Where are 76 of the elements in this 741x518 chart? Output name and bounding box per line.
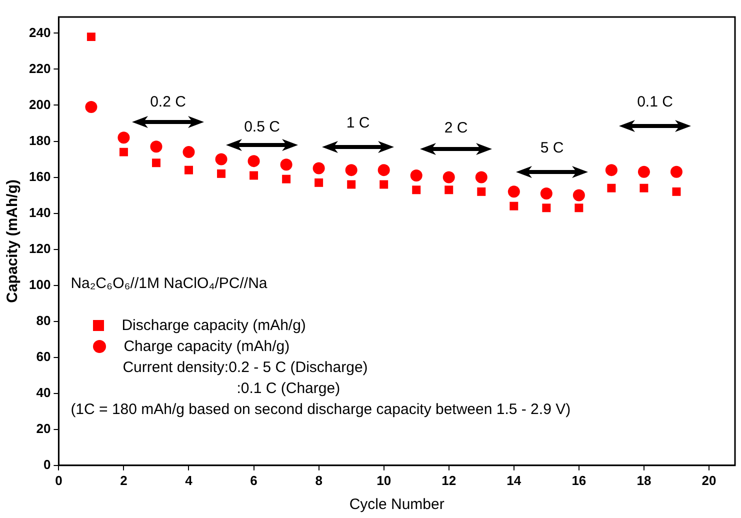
annotation: 0.1 C [637,94,673,110]
annotation: 1 C [346,114,370,132]
point [477,187,486,196]
y-tick-label: 240 [28,24,51,40]
y-axis-title: Capacity (mAh/g) [4,180,22,303]
point [510,202,518,210]
point [572,189,585,202]
point [85,101,98,114]
point [280,158,292,171]
x-tick-label: 14 [506,472,522,488]
point [410,169,422,182]
point [118,132,130,144]
point [345,164,358,176]
x-tick-label: 8 [315,472,322,488]
point [607,184,616,192]
point [442,171,455,184]
y-tick-label: 100 [28,276,51,292]
y-tick-label: 60 [36,348,51,364]
annotation: 5 C [540,140,564,156]
point [217,169,226,178]
legend-label: Discharge capacity (mAh/g) [122,316,306,336]
annotation: 0.2 C [150,94,186,110]
y-tick-label: 200 [28,96,51,112]
x-tick-label: 16 [572,472,586,488]
legend-label: Charge capacity (mAh/g) [124,336,290,357]
point [248,155,260,168]
point [86,32,96,42]
point [638,166,650,178]
point [670,166,682,178]
annotation: (1C = 180 mAh/g based on second discharge capacity between 1.5 - 2.9 V) [70,400,571,420]
point [640,184,648,192]
point [412,186,421,194]
y-tick-label: 220 [28,60,51,76]
point [119,148,128,156]
annotation: Current density:0.2 - 5 C (Discharge) [122,358,369,378]
x-axis-title: Cycle Number [349,496,444,514]
point [380,180,388,189]
point [444,186,454,194]
point [542,204,551,212]
point [312,162,325,174]
point [184,166,193,174]
annotation: Na₂C₆O₆//1M NaClO₄/PC//Na [70,274,268,294]
y-tick-label: 0 [43,456,51,472]
point [347,180,356,189]
y-tick-label: 180 [28,132,51,148]
point [605,164,618,176]
x-tick-label: 4 [185,472,194,488]
point [672,187,681,196]
point [182,146,195,158]
point [150,140,162,153]
x-tick-label: 20 [702,472,716,488]
annotation: :0.1 C (Charge) [236,378,342,399]
annotation: 0.5 C [244,118,280,136]
point [282,174,291,184]
y-tick-label: 160 [28,168,51,184]
x-tick-label: 12 [442,472,456,488]
point [215,153,228,166]
y-tick-label: 40 [36,384,51,400]
point [250,171,258,180]
y-tick-label: 80 [36,312,51,328]
point [314,178,324,187]
x-tick-label: 10 [376,472,392,488]
point [574,204,584,212]
point [508,186,520,198]
x-tick-label: 6 [250,472,258,488]
point [540,187,552,200]
point [152,158,160,168]
x-tick-label: 0 [55,472,62,488]
y-tick-label: 120 [28,240,51,256]
x-tick-label: 2 [120,472,128,488]
annotation: 2 C [444,120,468,136]
point [475,171,488,184]
point [378,164,390,176]
x-tick-label: 18 [636,472,652,488]
y-tick-label: 20 [36,420,51,436]
y-tick-label: 140 [28,204,51,220]
